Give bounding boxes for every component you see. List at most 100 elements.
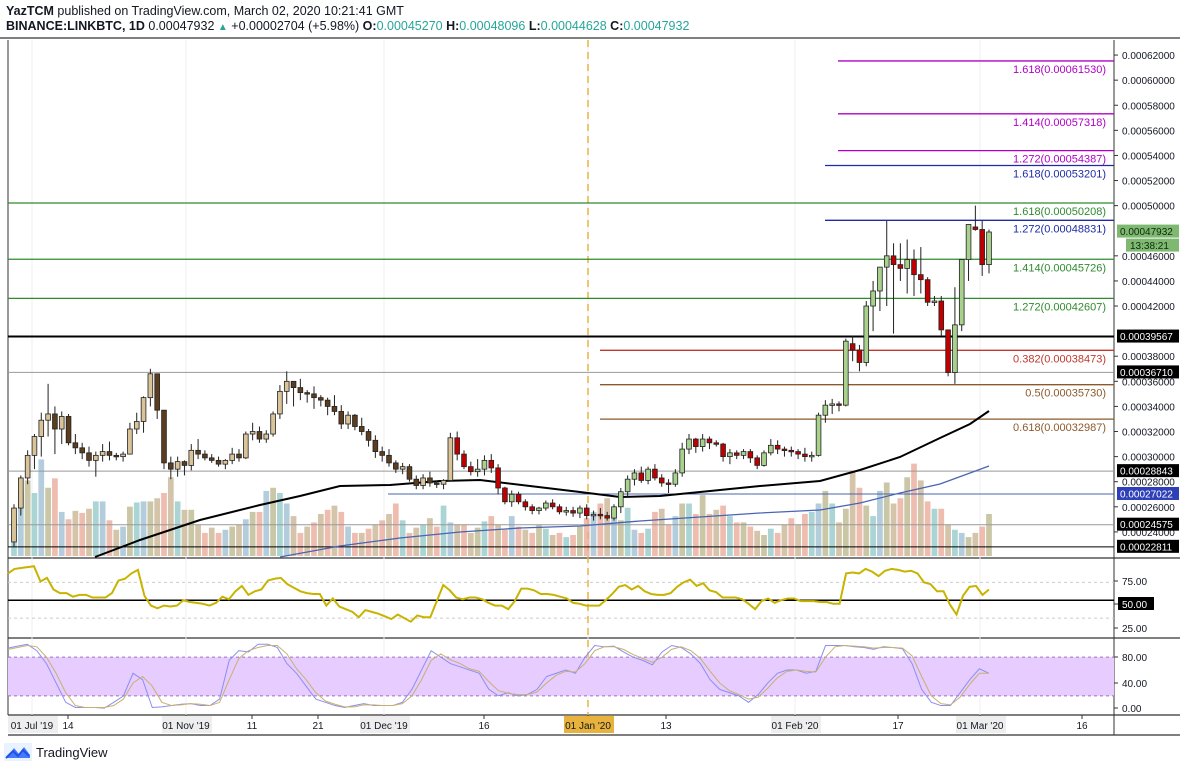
price-badge bbox=[1117, 539, 1179, 553]
volume-bar bbox=[140, 501, 147, 556]
candle-body bbox=[522, 501, 529, 508]
symbol-name: BINANCE:LINKBTC, 1D bbox=[6, 19, 145, 33]
time-tick-label: 11 bbox=[247, 721, 258, 732]
volume-bar bbox=[24, 480, 31, 556]
volume-bar bbox=[658, 508, 665, 556]
rsi-line bbox=[7, 565, 990, 623]
volume-bar bbox=[911, 463, 917, 556]
volume-bar bbox=[699, 495, 706, 556]
volume-bar bbox=[842, 508, 849, 556]
candle-body bbox=[502, 487, 508, 503]
volume-bar bbox=[502, 529, 508, 556]
countdown-label: 13:38:21 bbox=[1130, 241, 1169, 252]
volume-bar bbox=[467, 532, 474, 556]
publisher-name: YazTCM bbox=[6, 4, 54, 18]
candle-body bbox=[822, 404, 829, 416]
candle-body bbox=[65, 416, 72, 444]
candle-body bbox=[58, 416, 65, 430]
volume-bar bbox=[713, 509, 720, 556]
candle-body bbox=[658, 477, 665, 484]
candle-body bbox=[386, 454, 392, 464]
horizontal-lines[interactable] bbox=[8, 335, 1114, 548]
candle-body bbox=[856, 349, 863, 363]
price-tick-label: 0.00060000 bbox=[1122, 76, 1175, 87]
fib-level-label: 1.618(0.00050208) bbox=[1013, 206, 1106, 218]
time-label-box bbox=[360, 716, 410, 733]
candle-body bbox=[99, 451, 106, 456]
volume-bar bbox=[924, 501, 931, 556]
candle-body bbox=[113, 454, 120, 458]
candle-body bbox=[52, 413, 58, 430]
volume-bar bbox=[890, 503, 897, 556]
candle-body bbox=[45, 413, 51, 421]
candle-body bbox=[754, 457, 760, 466]
candle-body bbox=[447, 437, 454, 481]
candle-body bbox=[590, 513, 597, 517]
stoch-rsi-pane bbox=[7, 643, 1114, 709]
candle-body bbox=[406, 466, 413, 480]
volume-bar bbox=[877, 490, 883, 556]
candle-body bbox=[345, 414, 351, 425]
candlesticks bbox=[11, 205, 992, 547]
candle-body bbox=[952, 324, 958, 373]
close-label: C: bbox=[610, 19, 624, 33]
candle-body bbox=[393, 462, 399, 470]
candle-body bbox=[747, 451, 754, 459]
candle-body bbox=[358, 426, 365, 432]
candle-body bbox=[140, 397, 147, 422]
volume-bar bbox=[802, 514, 808, 556]
candle-body bbox=[686, 438, 692, 450]
price-badge-label: 0.00027022 bbox=[1120, 489, 1173, 500]
candle-body bbox=[863, 305, 870, 363]
candle-body bbox=[11, 507, 17, 543]
candle-body bbox=[283, 380, 290, 392]
candle-body bbox=[127, 428, 133, 455]
volume-bar bbox=[522, 529, 529, 556]
time-tick-label: 13 bbox=[660, 721, 672, 732]
volume-bar bbox=[208, 527, 215, 556]
volume-bar bbox=[904, 477, 911, 556]
volume-bar bbox=[686, 503, 692, 556]
candle-body bbox=[154, 373, 160, 411]
volume-bar bbox=[870, 516, 876, 556]
chart-canvas[interactable]: 1.618(0.00061530) 1.414(0.00057318) 1.272(… bbox=[0, 0, 1180, 740]
rsi-tick-label: 50.00 bbox=[1122, 600, 1147, 611]
price-tick-label: 0.00030000 bbox=[1122, 453, 1175, 464]
volume-bar bbox=[249, 511, 256, 556]
volume-bar bbox=[304, 526, 311, 556]
volume-bar bbox=[727, 516, 733, 556]
rsi-tick-label: 75.00 bbox=[1122, 577, 1147, 588]
price-tick-label: 0.00026000 bbox=[1122, 503, 1175, 514]
price-axis[interactable]: 0.00062000 0.00060000 0.00058000 0.00056000… bbox=[1114, 51, 1179, 715]
tradingview-logo[interactable]: TradingView bbox=[4, 743, 108, 761]
time-tick-label: 14 bbox=[62, 721, 74, 732]
volume-bar bbox=[617, 520, 624, 556]
volume-bar bbox=[195, 524, 201, 556]
fib-level-label: 0.382(0.00038473) bbox=[1013, 353, 1106, 365]
price-tick-label: 0.00038000 bbox=[1122, 352, 1175, 363]
tradingview-cloud-icon bbox=[4, 743, 32, 761]
candle-body bbox=[679, 448, 685, 474]
chart-frame bbox=[0, 37, 1180, 736]
candle-body bbox=[93, 454, 99, 461]
price-tick-label: 0.00034000 bbox=[1122, 402, 1175, 413]
price-badge-label: 0.00039567 bbox=[1120, 332, 1173, 343]
volume-bar bbox=[577, 526, 583, 556]
candle-body bbox=[693, 438, 699, 447]
volume-bar bbox=[447, 522, 454, 556]
volume-bar bbox=[508, 516, 515, 556]
volume-bar bbox=[849, 472, 856, 556]
volume-bar bbox=[597, 503, 604, 556]
time-axis[interactable]: 01 Jul '19 14 01 Nov '19 11 21 01 Dec '19 16 01… bbox=[8, 715, 1088, 733]
volume-bar bbox=[297, 532, 304, 556]
volume-bar bbox=[113, 529, 120, 556]
volume-bar bbox=[808, 511, 815, 556]
volume-bar bbox=[495, 524, 501, 556]
volume-bar bbox=[440, 505, 447, 556]
price-tick-label: 0.00058000 bbox=[1122, 101, 1175, 112]
volume-bar bbox=[733, 522, 740, 556]
volume-bar bbox=[86, 508, 92, 556]
candle-body bbox=[133, 421, 140, 430]
candle-body bbox=[713, 442, 720, 445]
time-tick-label: 01 Jul '19 bbox=[11, 721, 54, 732]
